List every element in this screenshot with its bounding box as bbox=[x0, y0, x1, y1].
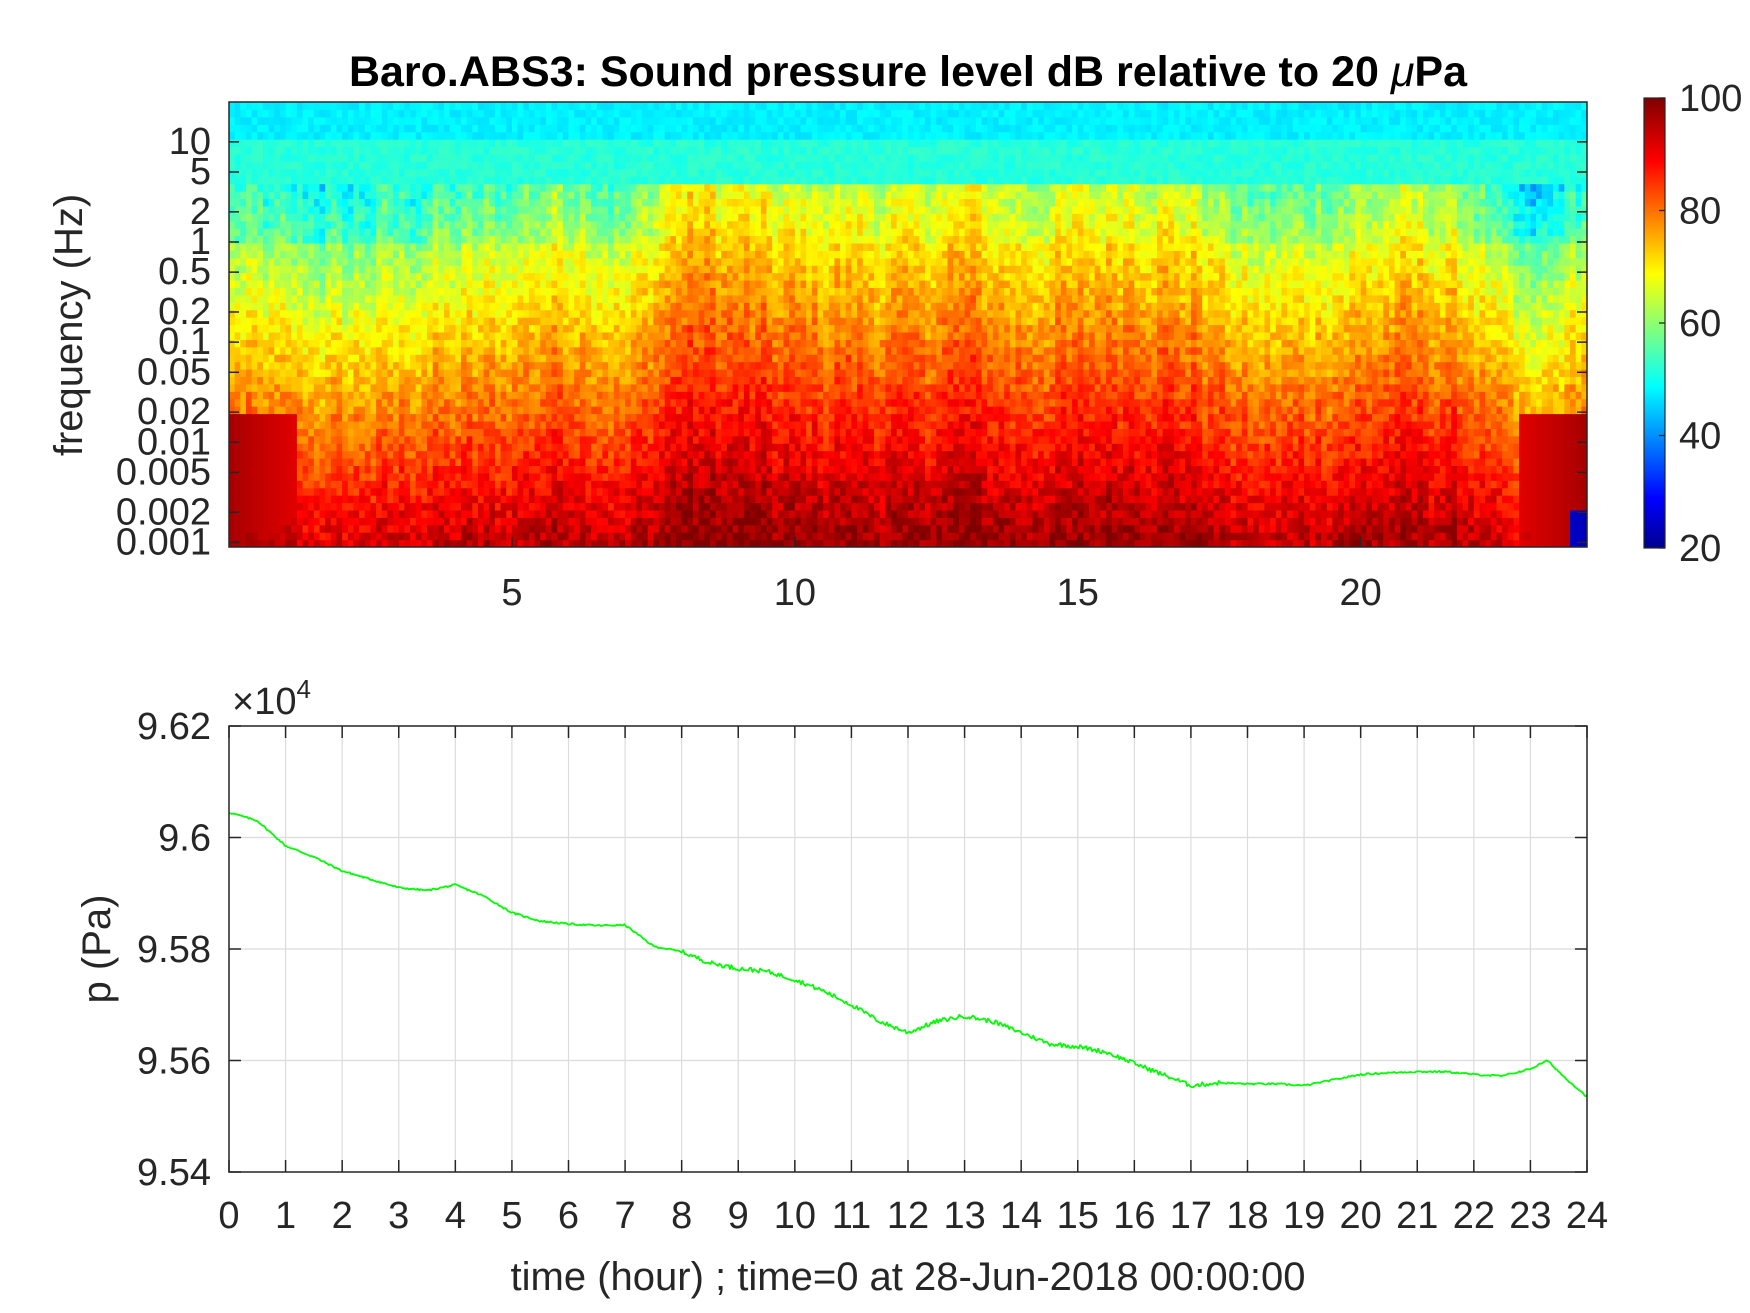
pressure-x-tick-label: 15 bbox=[1057, 1195, 1099, 1237]
pressure-x-tick-label: 22 bbox=[1453, 1195, 1495, 1237]
pressure-x-tick-label: 1 bbox=[275, 1195, 296, 1237]
pressure-x-ticks: 0 1 2 3 4 5 6 7 8 9 10 11 12 13 14 15 16 17 18 19 20 21 22 23 24 bbox=[218, 726, 1608, 1237]
pressure-y-tick-label: 9.6 bbox=[158, 818, 211, 860]
pressure-x-tick-label: 11 bbox=[832, 1195, 871, 1237]
spectrogram-y-tick-label: 2 bbox=[190, 191, 211, 233]
pressure-x-tick-label: 3 bbox=[388, 1195, 409, 1237]
spectrogram-x-ticks: 5 10 15 20 bbox=[501, 537, 1381, 614]
spectrogram-x-tick-label: 15 bbox=[1057, 572, 1099, 614]
pressure-x-tick-label: 12 bbox=[887, 1195, 929, 1237]
spectrogram-x-tick-label: 10 bbox=[774, 572, 816, 614]
pressure-x-tick-label: 24 bbox=[1566, 1195, 1608, 1237]
pressure-y-label: p (Pa) bbox=[75, 895, 119, 1004]
pressure-x-tick-label: 7 bbox=[615, 1195, 636, 1237]
spectrogram-y-tick-label: 0.2 bbox=[158, 291, 211, 333]
pressure-x-tick-label: 17 bbox=[1170, 1195, 1212, 1237]
pressure-x-tick-label: 23 bbox=[1509, 1195, 1551, 1237]
colorbar-tick-label: 100 bbox=[1679, 78, 1742, 120]
pressure-x-tick-label: 6 bbox=[558, 1195, 579, 1237]
pressure-y-ticks: 9.54 9.56 9.58 9.6 9.62 bbox=[137, 706, 1587, 1194]
pressure-x-tick-label: 10 bbox=[774, 1195, 816, 1237]
pressure-x-tick-label: 2 bbox=[332, 1195, 353, 1237]
colorbar-tick-label: 40 bbox=[1679, 416, 1721, 458]
colorbar-tick-label: 60 bbox=[1679, 303, 1721, 345]
colorbar-tick-label: 80 bbox=[1679, 191, 1721, 233]
pressure-y-tick-label: 9.56 bbox=[137, 1041, 211, 1083]
pressure-y-tick-label: 9.54 bbox=[137, 1152, 211, 1194]
pressure-x-tick-label: 5 bbox=[501, 1195, 522, 1237]
pressure-exponent-label: ×104 bbox=[232, 674, 311, 723]
spectrogram-x-tick-label: 5 bbox=[501, 572, 522, 614]
pressure-y-tick-label: 9.58 bbox=[137, 929, 211, 971]
pressure-x-tick-label: 19 bbox=[1283, 1195, 1325, 1237]
colorbar-ticks: 20 40 60 80 100 bbox=[1659, 78, 1742, 570]
spectrogram-x-tick-label: 20 bbox=[1340, 572, 1382, 614]
pressure-x-tick-label: 0 bbox=[218, 1195, 239, 1237]
spectrogram-y-label: frequency (Hz) bbox=[47, 194, 91, 456]
spectrogram-y-tick-label: 0.002 bbox=[116, 491, 211, 533]
pressure-x-tick-label: 14 bbox=[1000, 1195, 1042, 1237]
pressure-x-tick-label: 4 bbox=[445, 1195, 466, 1237]
spectrogram-y-tick-label: 10 bbox=[169, 121, 211, 163]
pressure-y-tick-label: 9.62 bbox=[137, 706, 211, 748]
spectrogram-plot bbox=[229, 102, 1588, 548]
pressure-x-tick-label: 13 bbox=[943, 1195, 985, 1237]
pressure-x-label: time (hour) ; time=0 at 28-Jun-2018 00:0… bbox=[511, 1255, 1306, 1299]
pressure-x-tick-label: 9 bbox=[728, 1195, 749, 1237]
spectrogram-title: Baro.ABS3: Sound pressure level dB relat… bbox=[349, 48, 1468, 96]
pressure-x-tick-label: 20 bbox=[1340, 1195, 1382, 1237]
colorbar-tick-label: 20 bbox=[1679, 528, 1721, 570]
pressure-x-tick-label: 8 bbox=[671, 1195, 692, 1237]
pressure-x-tick-label: 18 bbox=[1226, 1195, 1268, 1237]
pressure-grid bbox=[229, 726, 1587, 1172]
pressure-x-tick-label: 21 bbox=[1396, 1195, 1438, 1237]
spectrogram-y-tick-label: 0.02 bbox=[137, 391, 211, 433]
pressure-x-tick-label: 16 bbox=[1113, 1195, 1155, 1237]
